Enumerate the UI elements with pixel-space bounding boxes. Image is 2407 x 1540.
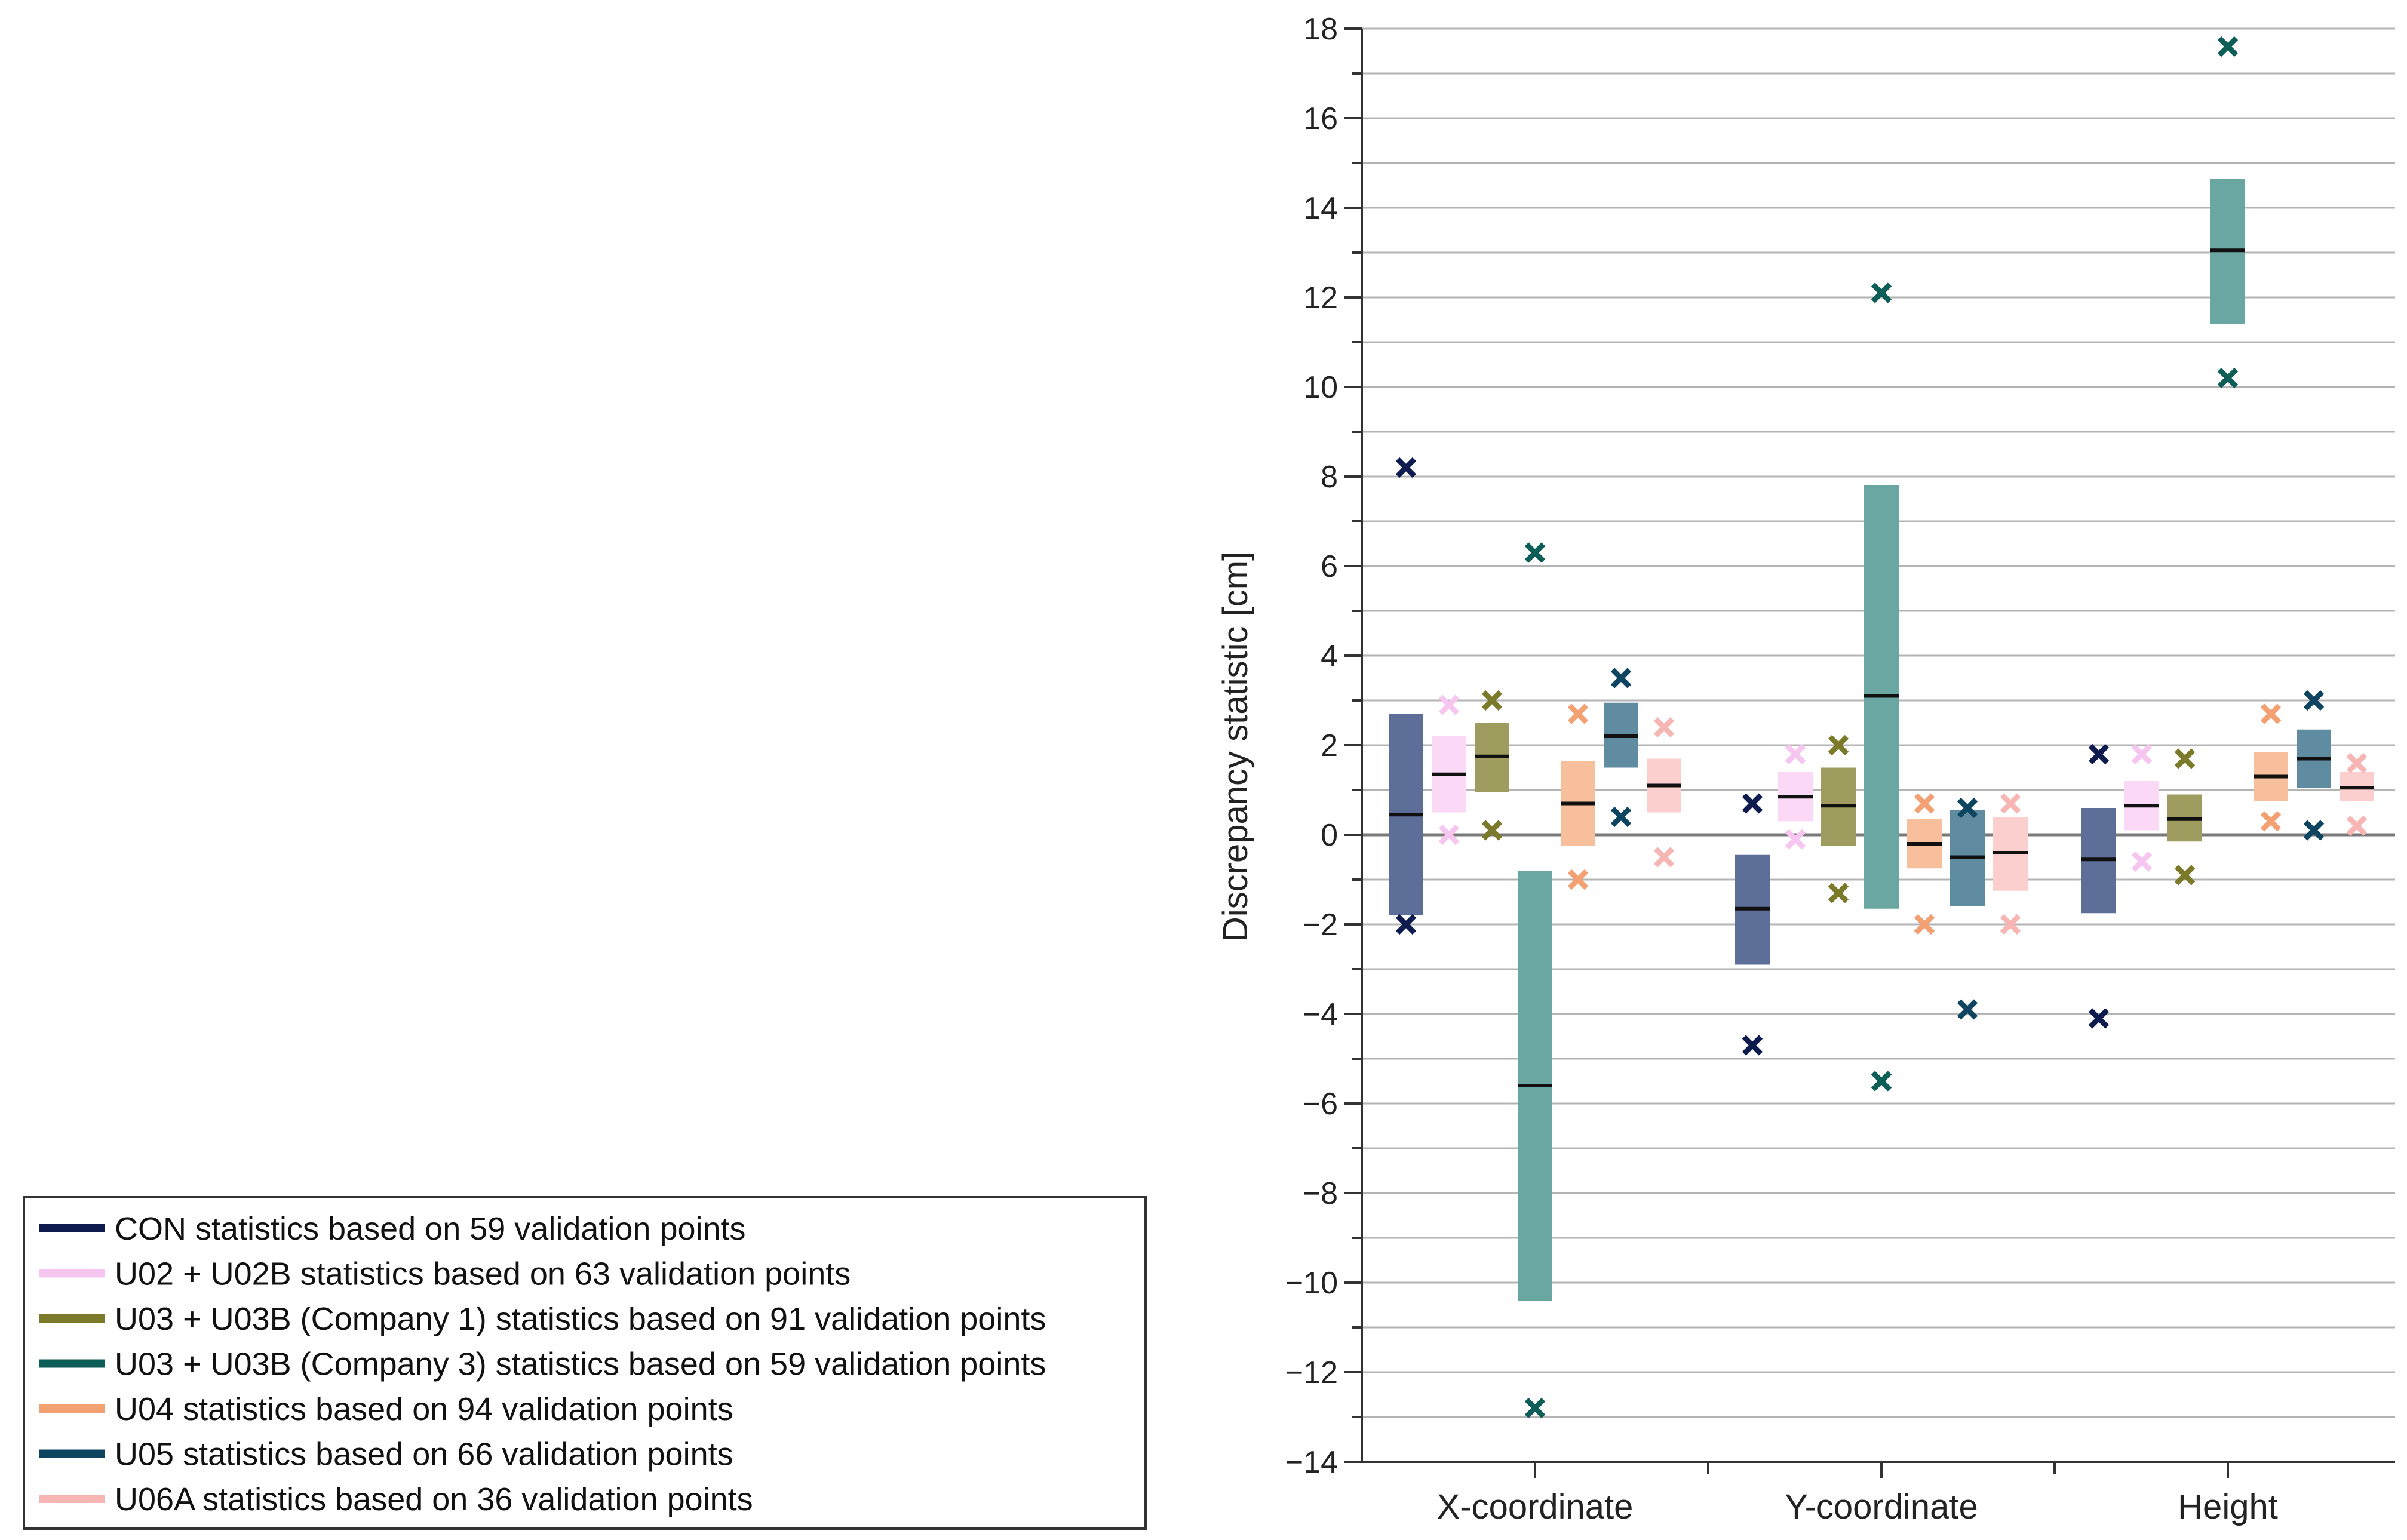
y-tick-label: −6 <box>1303 1087 1338 1121</box>
y-tick-label: −2 <box>1303 908 1338 942</box>
y-tick-label: 10 <box>1303 370 1338 405</box>
extreme-marker <box>2174 748 2196 769</box>
extreme-markers <box>1395 36 2368 1419</box>
legend-entry-label: U05 statistics based on 66 validation po… <box>115 1437 733 1473</box>
extreme-marker <box>2000 914 2021 935</box>
extreme-marker <box>1914 914 1935 935</box>
y-tick-label: 6 <box>1321 549 1338 584</box>
extreme-marker <box>1395 914 1417 935</box>
axes: −14 −12 −10 −8 −6 −4 −2 0 2 4 6 8 10 12 14 16 18 X-coordi… <box>1285 12 2395 1526</box>
extreme-marker <box>1957 999 1978 1020</box>
extreme-marker <box>1610 668 1632 688</box>
y-tick-label: −10 <box>1285 1266 1338 1301</box>
x-category-label: Height <box>2178 1487 2278 1526</box>
y-tick-label: −14 <box>1285 1445 1338 1480</box>
y-tick-label: 0 <box>1321 818 1338 853</box>
extreme-marker <box>1567 703 1589 724</box>
extreme-marker <box>2260 811 2282 832</box>
extreme-marker <box>1871 282 1892 303</box>
extreme-marker <box>1742 1035 1763 1056</box>
legend-entry-label: U06A statistics based on 36 validation p… <box>115 1481 753 1517</box>
extreme-marker <box>2346 752 2368 774</box>
y-tick-label: −12 <box>1285 1355 1338 1390</box>
extreme-marker <box>1653 847 1675 868</box>
y-tick-label: 18 <box>1303 12 1338 47</box>
extreme-marker <box>2000 793 2021 814</box>
extreme-marker <box>1481 820 1503 841</box>
legend-entry-label: U04 statistics based on 94 validation po… <box>115 1391 733 1427</box>
range-boxes <box>1389 179 2374 1301</box>
y-axis-title: Discrepancy statistic [cm] <box>1216 551 1255 942</box>
legend-entry-label: U02 + U02B statistics based on 63 valida… <box>115 1256 851 1292</box>
legend-frame <box>23 1196 1147 1530</box>
y-tick-label: −4 <box>1303 997 1338 1032</box>
y-tick-label: 12 <box>1303 281 1338 315</box>
extreme-marker <box>1481 690 1503 711</box>
extreme-marker <box>2217 367 2239 389</box>
extreme-marker <box>2303 820 2325 841</box>
extreme-marker <box>1742 793 1763 814</box>
extreme-marker <box>1610 806 1632 828</box>
extreme-marker <box>1438 824 1460 846</box>
y-tick-label: 14 <box>1303 191 1338 226</box>
extreme-marker <box>2131 743 2153 765</box>
extreme-marker <box>2174 865 2196 886</box>
extreme-marker <box>2346 815 2368 837</box>
extreme-marker <box>1828 883 1849 903</box>
extreme-marker <box>1438 694 1460 715</box>
extreme-marker <box>2088 743 2110 765</box>
legend-entry-label: CON statistics based on 59 validation po… <box>115 1211 746 1247</box>
extreme-marker <box>1871 1071 1892 1092</box>
extreme-marker <box>2260 703 2282 724</box>
extreme-marker <box>1785 743 1806 765</box>
extreme-marker <box>1957 797 1978 819</box>
extreme-marker <box>1395 457 1417 478</box>
extreme-marker <box>1524 542 1546 563</box>
y-tick-label: 8 <box>1321 460 1338 494</box>
extreme-marker <box>1653 717 1675 738</box>
y-tick-label: 2 <box>1321 728 1338 763</box>
extreme-marker <box>1785 829 1806 850</box>
legend-entry-label: U03 + U03B (Company 1) statistics based … <box>115 1301 1046 1337</box>
extreme-marker <box>1828 734 1849 756</box>
extreme-marker <box>2217 36 2239 57</box>
extreme-marker <box>2131 851 2153 872</box>
y-tick-label: −8 <box>1303 1176 1338 1211</box>
y-tick-label: 16 <box>1303 102 1338 136</box>
extreme-marker <box>1524 1397 1546 1419</box>
extreme-marker <box>1567 869 1589 890</box>
extreme-marker <box>1914 793 1935 814</box>
extreme-marker <box>2303 690 2325 711</box>
extreme-marker <box>2088 1008 2110 1029</box>
y-tick-label: 4 <box>1321 639 1338 674</box>
x-category-label: Y-coordinate <box>1785 1487 1978 1526</box>
legend: CON statistics based on 59 validation po… <box>23 1196 1147 1530</box>
x-category-label: X-coordinate <box>1437 1487 1634 1526</box>
legend-entry-label: U03 + U03B (Company 3) statistics based … <box>115 1347 1046 1382</box>
